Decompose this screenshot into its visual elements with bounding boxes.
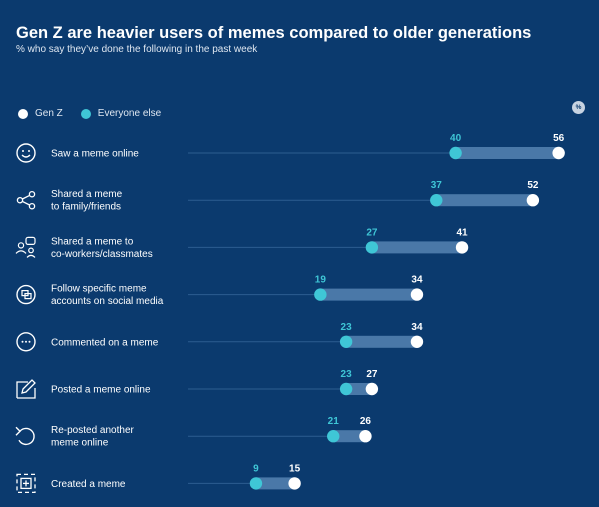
category-label: Commented on a meme [51,337,159,348]
category-label: Shared a meme to family/friends [51,189,123,213]
smiley-icon [16,143,36,163]
share-icon [16,190,36,210]
dot-genz [288,477,301,490]
category-label: Saw a meme online [51,149,139,160]
dot-genz [552,146,565,160]
range-bar [320,288,417,301]
value-label-everyone-else: 21 [328,416,340,427]
value-label-everyone-else: 23 [341,322,353,333]
dot-everyone-else [327,430,340,443]
value-label-everyone-else: 23 [341,369,353,380]
category-label: Posted a meme online [51,385,151,396]
legend-label-genz: Gen Z [35,108,63,119]
value-label-genz: 26 [360,416,372,427]
chart-subtitle: % who say they’ve done the following in … [16,44,258,55]
dot-genz [455,241,469,254]
dot-everyone-else [430,194,443,207]
dot-genz [526,194,540,207]
category-label: Shared a meme to co-workers/classmates [51,236,153,260]
dot-everyone-else [365,241,379,254]
value-label-genz: 41 [456,227,468,238]
range-bar [371,241,463,254]
dot-everyone-else [314,288,327,301]
value-label-genz: 56 [553,133,565,144]
value-label-genz: 52 [527,180,539,191]
range-bar [346,383,372,395]
dot-genz [410,288,424,301]
legend-swatch-genz [18,108,28,119]
value-label-everyone-else: 27 [366,227,378,238]
percent-icon: % [572,101,585,114]
follow-accounts-icon [16,284,36,305]
dot-genz [359,430,372,443]
people-chat-icon [15,236,36,258]
legend-swatch-others [80,108,91,119]
repost-arrow-icon [15,426,35,446]
value-label-everyone-else: 37 [431,180,443,191]
comment-icon [16,332,36,352]
value-label-everyone-else: 40 [450,133,462,144]
dot-genz [365,382,379,396]
dot-everyone-else [339,382,353,396]
edit-pencil-icon [16,379,36,399]
add-frame-icon [16,473,36,494]
range-bar [346,335,417,348]
dot-everyone-else [249,477,263,490]
range-bar [455,147,559,159]
dot-everyone-else [449,146,462,160]
dot-genz [410,335,424,348]
legend-item-genz: Gen Z [18,108,63,119]
legend-label-others: Everyone else [97,108,162,119]
value-label-genz: 34 [411,275,423,286]
value-label-genz: 15 [289,463,301,474]
legend: Gen Z Everyone else [18,108,179,119]
chart-title: Gen Z are heavier users of memes compare… [16,24,532,42]
value-label-genz: 34 [411,322,423,333]
category-label: Created a meme [51,479,126,490]
range-bar [436,194,533,207]
category-label: Re-posted another meme online [51,425,135,449]
dot-everyone-else [339,335,353,348]
range-bar [333,430,366,443]
value-label-genz: 27 [366,369,378,380]
value-label-everyone-else: 9 [253,463,259,474]
legend-item-others: Everyone else [80,108,162,119]
category-label: Follow specific meme accounts on social m… [51,284,164,308]
range-bar [255,477,295,490]
value-label-everyone-else: 19 [315,275,327,286]
